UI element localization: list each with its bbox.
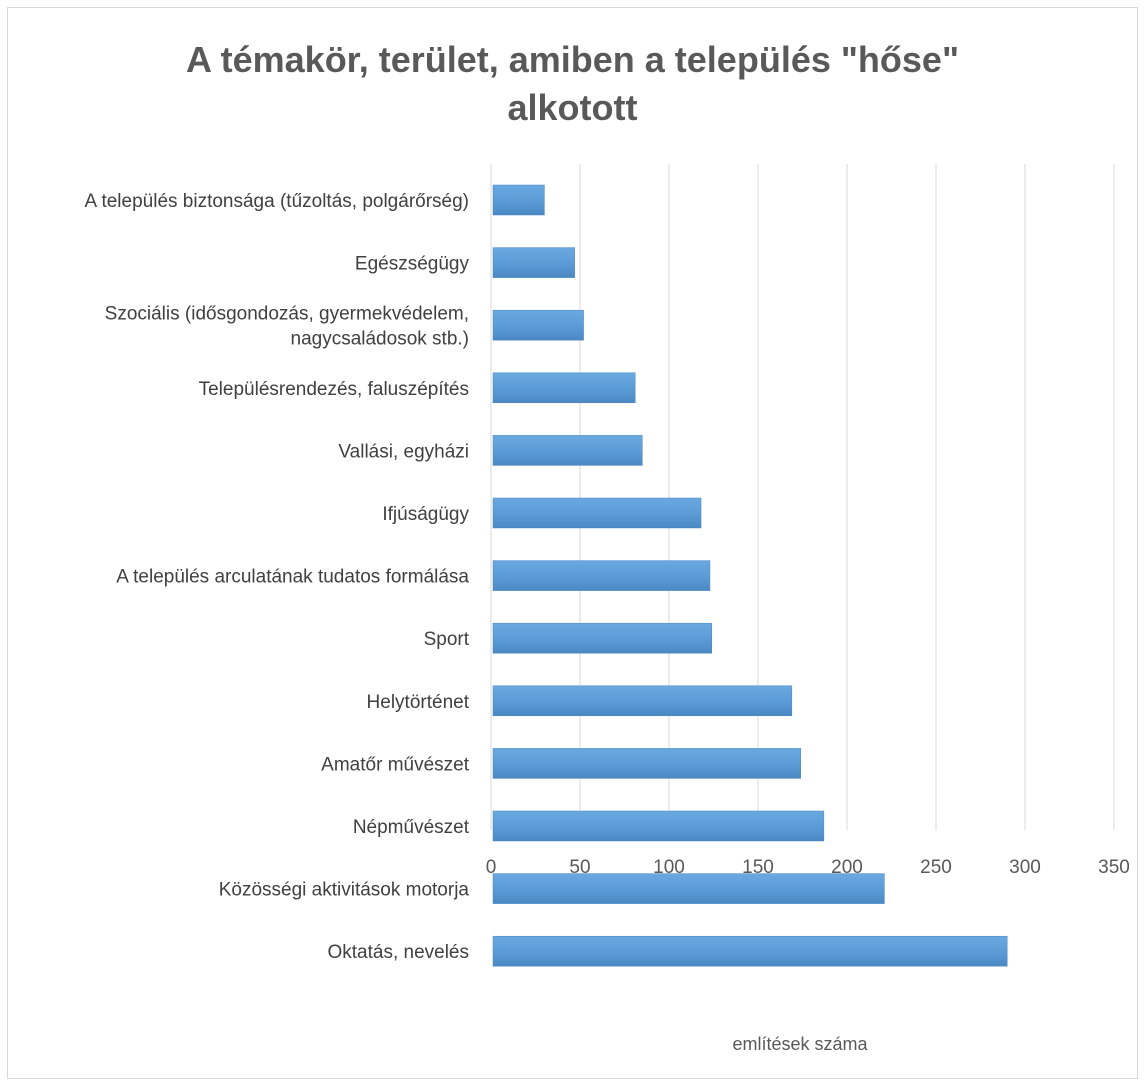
- x-axis-ticks: 0 50 100 150 200 250 300 350: [486, 857, 1130, 878]
- bar: [492, 309, 584, 341]
- bar: [492, 748, 801, 779]
- x-tick-label: 350: [1098, 857, 1130, 878]
- chart-title-line: A témakör, terület, amiben a település "…: [185, 39, 960, 80]
- x-tick-label: 100: [653, 857, 685, 878]
- category-label: Sport: [424, 629, 470, 650]
- x-tick-label: 50: [569, 857, 590, 878]
- bar: [492, 497, 702, 529]
- x-tick-label: 200: [831, 857, 863, 878]
- gridlines: [490, 164, 1115, 830]
- category-label: A település biztonsága (tűzoltás, polgár…: [85, 191, 469, 212]
- bar: [492, 247, 575, 278]
- bar: [492, 873, 885, 904]
- bar: [492, 935, 1008, 967]
- bar: [492, 184, 545, 216]
- bar: [492, 435, 643, 466]
- bar: [492, 685, 793, 717]
- bar: [492, 372, 636, 404]
- x-tick-label: 150: [742, 857, 774, 878]
- x-tick-label: 300: [1009, 857, 1041, 878]
- category-label: A település arculatának tudatos formálás…: [116, 567, 469, 588]
- category-label: Oktatás, nevelés: [327, 942, 469, 963]
- chart-title: A témakör, terület, amiben a település "…: [0, 36, 1145, 132]
- x-axis-title: említések száma: [732, 1034, 868, 1054]
- category-label: Egészségügy: [355, 254, 470, 275]
- category-label: Településrendezés, faluszépítés: [199, 379, 469, 400]
- bar: [492, 560, 711, 591]
- category-label: Ifjúságügy: [382, 504, 469, 525]
- category-label: Amatőr művészet: [321, 754, 470, 775]
- category-label: Helytörténet: [367, 692, 470, 713]
- category-labels: A település biztonsága (tűzoltás, polgár…: [85, 191, 470, 963]
- category-label: Vallási, egyházi: [338, 441, 469, 462]
- chart-title-line: alkotott: [507, 87, 638, 128]
- bar: [492, 622, 712, 654]
- bars: [492, 184, 1008, 967]
- x-tick-label: 0: [486, 857, 497, 878]
- bar: [492, 810, 825, 842]
- category-label: nagycsaládosok stb.): [291, 329, 470, 350]
- x-tick-label: 250: [920, 857, 952, 878]
- category-label: Népművészet: [353, 817, 470, 838]
- category-label: Közösségi aktivitások motorja: [219, 880, 470, 901]
- category-label: Szociális (idősgondozás, gyermekvédelem,: [105, 304, 469, 325]
